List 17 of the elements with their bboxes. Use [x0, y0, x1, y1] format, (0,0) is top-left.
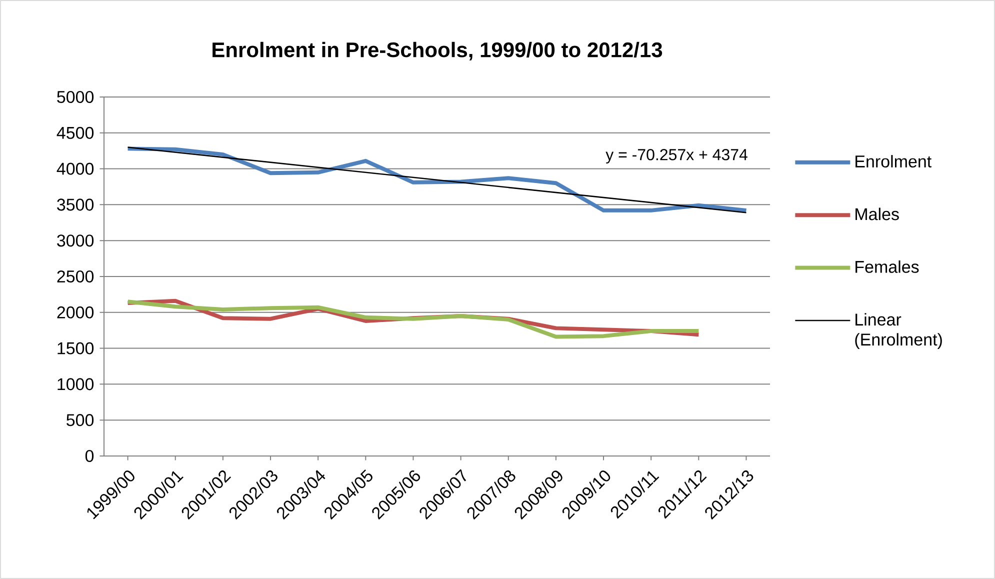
y-tick-label: 3500 — [57, 198, 94, 211]
legend-label: Females — [856, 260, 919, 273]
annotation: y = -70.257x + 4374 — [606, 148, 748, 164]
y-tick-label: 2500 — [57, 270, 94, 283]
y-tick-label: 2000 — [57, 306, 94, 318]
y-tick-label: 500 — [66, 414, 94, 426]
y-tick-label: 3000 — [57, 234, 94, 247]
legend-label: Linear (Enrolment) — [855, 313, 942, 349]
legend-label: Enrolment — [856, 155, 932, 168]
y-tick-label: 4500 — [56, 126, 94, 139]
legend-label: Males — [856, 208, 899, 220]
chart-title: Enrolment in Pre-Schools, 1999/00 to 2012/13 — [212, 42, 662, 60]
y-tick-label: 0 — [85, 450, 94, 462]
y-tick-label: 5000 — [57, 90, 94, 104]
y-tick-label: 4000 — [56, 162, 94, 175]
y-tick-label: 1000 — [58, 378, 94, 390]
y-tick-label: 1500 — [58, 342, 94, 354]
